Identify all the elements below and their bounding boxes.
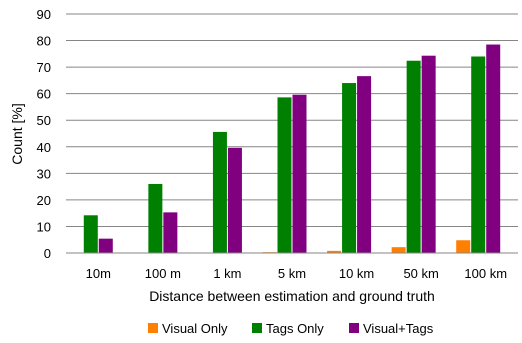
y-tick-label: 40 [37, 140, 51, 155]
x-tick-label: 1 km [213, 266, 241, 281]
x-tick-label: 100 km [464, 266, 507, 281]
legend-item: Visual Only [148, 321, 228, 336]
y-tick-label: 50 [37, 113, 51, 128]
x-axis-title: Distance between estimation and ground t… [149, 288, 435, 304]
bar-visual-tags [163, 212, 178, 253]
y-tick-label: 10 [37, 219, 51, 234]
x-tick-label: 50 km [403, 266, 438, 281]
bar-visual-only [327, 250, 342, 253]
legend: Visual Only Tags Only Visual+Tags [148, 321, 434, 336]
y-tick-label: 0 [44, 246, 51, 261]
legend-label: Tags Only [266, 321, 324, 336]
legend-label: Visual Only [162, 321, 228, 336]
x-tick-label: 5 km [278, 266, 306, 281]
bars [83, 44, 501, 254]
y-tick-label: 20 [37, 193, 51, 208]
bar-visual-tags [421, 55, 436, 253]
bar-visual-tags [227, 147, 242, 253]
x-tick-label: 10 km [339, 266, 374, 281]
bar-tags-only [212, 131, 227, 253]
legend-item: Tags Only [252, 321, 324, 336]
gridlines [66, 13, 518, 227]
bar-visual-only [456, 240, 471, 253]
bar-visual-tags [98, 238, 113, 253]
x-tick-label: 100 m [145, 266, 181, 281]
bar-tags-only [471, 56, 486, 253]
bar-visual-tags [292, 94, 307, 254]
legend-swatch [349, 323, 359, 333]
x-tick-labels: 10m 100 m 1 km 5 km 10 km 50 km 100 km [86, 266, 507, 281]
x-tick-label: 10m [86, 266, 111, 281]
legend-swatch [252, 323, 262, 333]
y-tick-label: 80 [37, 34, 51, 49]
legend-item: Visual+Tags [349, 321, 434, 336]
y-axis-title: Count [%] [9, 103, 25, 164]
bar-tags-only [277, 97, 292, 253]
bar-tags-only [148, 183, 163, 253]
bar-visual-tags [486, 44, 501, 254]
y-tick-label: 60 [37, 87, 51, 102]
bar-tags-only [406, 60, 421, 253]
legend-swatch [148, 323, 158, 333]
bar-visual-only [391, 247, 406, 253]
y-tick-labels: 0 10 20 30 40 50 60 70 80 90 [37, 7, 51, 261]
y-tick-label: 70 [37, 60, 51, 75]
legend-label: Visual+Tags [363, 321, 434, 336]
bar-visual-tags [357, 76, 372, 253]
bar-tags-only [83, 215, 98, 253]
y-tick-label: 30 [37, 166, 51, 181]
y-tick-label: 90 [37, 7, 51, 22]
bar-tags-only [342, 83, 357, 254]
